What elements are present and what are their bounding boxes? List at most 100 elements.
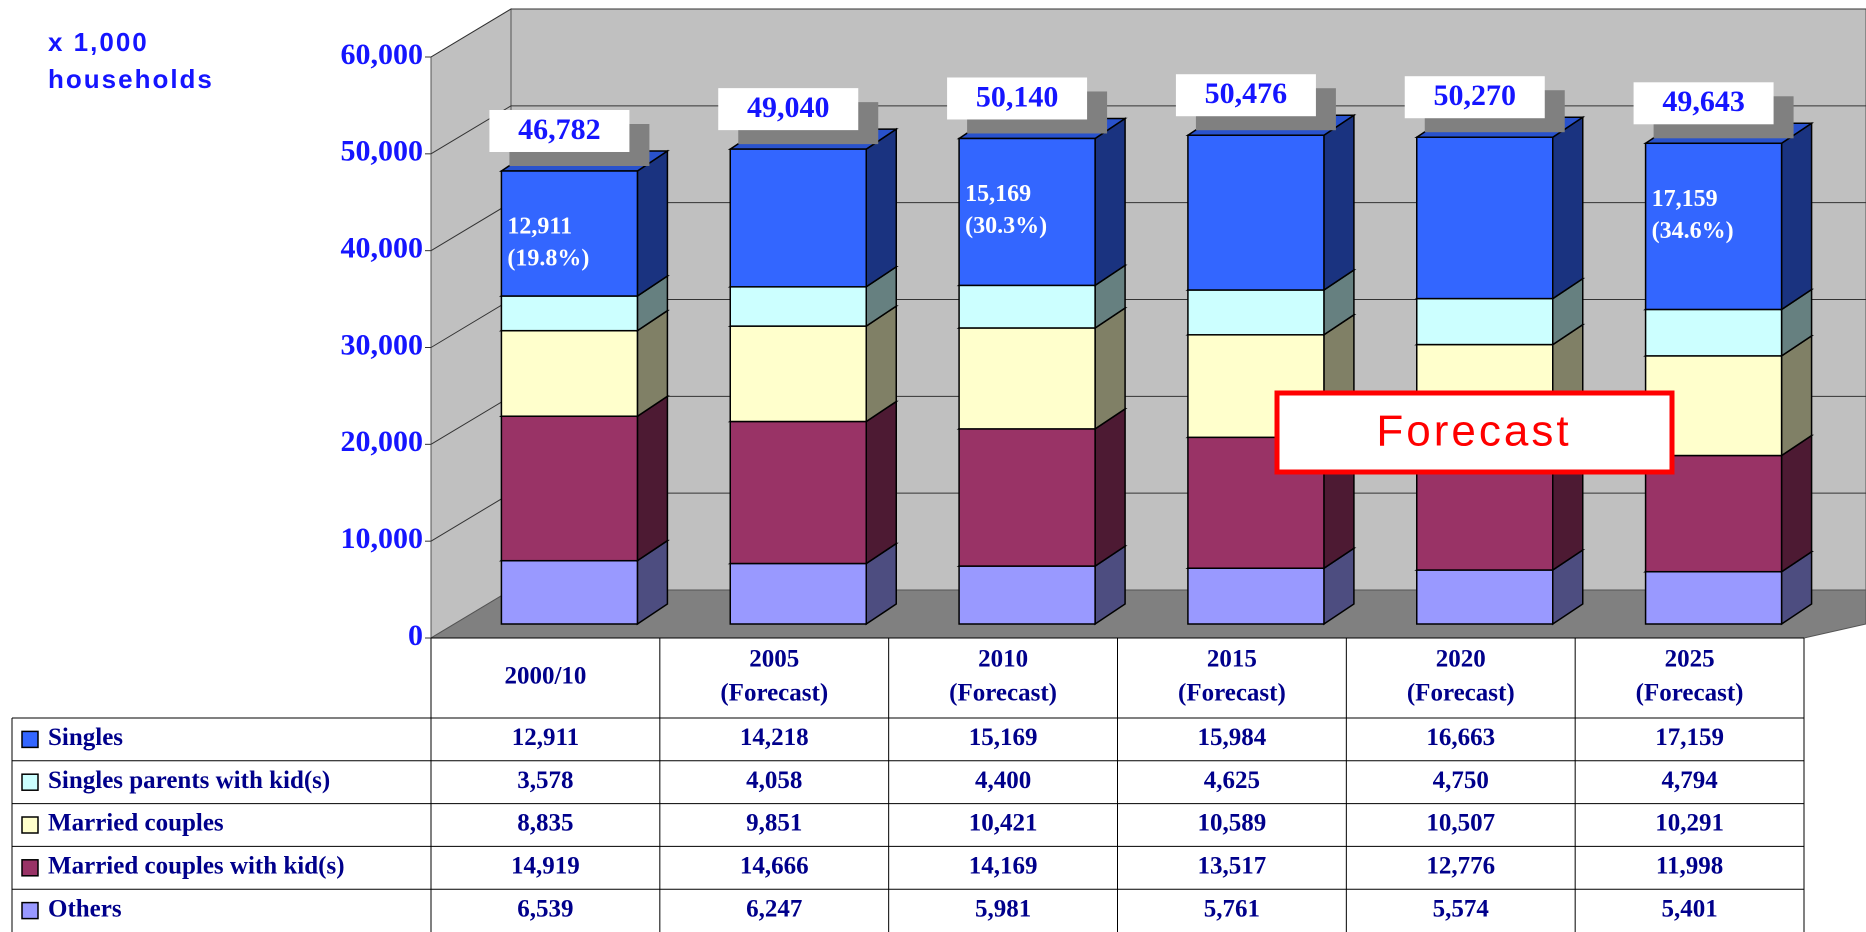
forecast-box [1274, 390, 1675, 475]
y-tick-label: 30,000 [341, 328, 424, 361]
table-value: 5,574 [1433, 895, 1490, 922]
bar [958, 428, 1096, 567]
table-value: 9,851 [746, 810, 802, 837]
bar [958, 565, 1096, 625]
bar [1187, 567, 1325, 625]
bar-annotation: (19.8%) [507, 245, 589, 271]
bar [1187, 289, 1325, 336]
table-value: 12,776 [1426, 853, 1495, 880]
bar [1416, 297, 1554, 346]
table-value: 3,578 [517, 767, 573, 794]
table-value: 4,400 [975, 767, 1031, 794]
table-value: 14,169 [969, 853, 1038, 880]
total-label: 50,476 [1205, 77, 1288, 110]
bar-side [1780, 121, 1813, 311]
table-value: 14,919 [511, 853, 580, 880]
bar [500, 295, 639, 332]
y-tick-label: 50,000 [341, 135, 424, 168]
x-tick-label: 2000/10 [504, 663, 586, 690]
legend-label: Others [48, 895, 122, 922]
bar [500, 415, 639, 562]
bar-side [636, 149, 669, 298]
bar [1644, 142, 1783, 311]
table-value: 5,761 [1204, 895, 1260, 922]
bar [1644, 570, 1783, 625]
table-value: 5,401 [1661, 895, 1717, 922]
y-tick-label: 0 [408, 619, 423, 652]
legend-label: Married couples with kid(s) [48, 853, 345, 880]
legend-swatch [21, 773, 39, 791]
total-label: 50,270 [1434, 79, 1517, 112]
table-value: 10,589 [1198, 810, 1267, 837]
legend-swatch [21, 859, 39, 877]
bar-side [1094, 306, 1126, 431]
table-value: 8,835 [517, 810, 573, 837]
unit-label: households [48, 64, 214, 94]
bar [958, 284, 1096, 329]
x-tick-label: 2025 [1665, 646, 1715, 673]
x-tick-label: 2020 [1436, 646, 1486, 673]
total-box [718, 88, 859, 131]
total-label: 46,782 [518, 113, 601, 146]
bar [958, 137, 1096, 287]
table-value: 10,507 [1426, 810, 1495, 837]
total-label: 50,140 [976, 80, 1059, 113]
y-tick-label: 60,000 [341, 38, 424, 71]
table-value: 4,625 [1204, 767, 1260, 794]
unit-label: x 1,000 [48, 27, 149, 57]
legend-label: Married couples [48, 810, 224, 837]
bar [958, 327, 1096, 430]
bar [729, 286, 867, 327]
legend-swatch [21, 816, 39, 834]
table-value: 5,981 [975, 895, 1031, 922]
y-tick-label: 40,000 [341, 232, 424, 265]
table-value: 6,539 [517, 895, 573, 922]
forecast-label: Forecast [1376, 407, 1571, 456]
bar [729, 325, 867, 423]
table-value: 14,218 [740, 724, 809, 751]
y-tick-label: 20,000 [341, 425, 424, 458]
bar [1644, 454, 1783, 573]
table-value: 4,058 [746, 767, 802, 794]
table-value: 15,984 [1198, 724, 1267, 751]
bar-side [1323, 113, 1355, 292]
x-tick-label: (Forecast) [1636, 680, 1744, 707]
grid-line [430, 8, 1866, 58]
total-box [1175, 74, 1316, 117]
x-tick-label: 2015 [1207, 646, 1257, 673]
bar-side [636, 394, 669, 563]
x-tick-label: (Forecast) [949, 680, 1057, 707]
bar [729, 562, 867, 625]
table-value: 14,666 [740, 853, 809, 880]
x-tick-label: 2005 [749, 646, 799, 673]
bar [1644, 308, 1783, 357]
bar [729, 420, 867, 565]
table-value: 17,159 [1655, 724, 1724, 751]
legend-label: Singles [48, 724, 123, 751]
total-box [1404, 76, 1545, 119]
total-box [489, 109, 630, 152]
total-label: 49,643 [1662, 85, 1745, 118]
total-box [947, 77, 1088, 120]
bar-side [1552, 115, 1584, 300]
bar-side [1094, 407, 1126, 568]
bar [500, 170, 639, 297]
table-value: 13,517 [1198, 853, 1267, 880]
table-value: 15,169 [969, 724, 1038, 751]
x-tick-label: (Forecast) [720, 680, 828, 707]
bar [1187, 134, 1325, 291]
x-tick-label: (Forecast) [1407, 680, 1515, 707]
bar-annotation: (34.6%) [1652, 218, 1734, 244]
bar-annotation: 15,169 [965, 181, 1031, 207]
x-tick-label: 2010 [978, 646, 1028, 673]
bar-side [1780, 334, 1813, 457]
x-tick-label: (Forecast) [1178, 680, 1286, 707]
table-value: 11,998 [1656, 853, 1723, 880]
bar [1416, 569, 1554, 625]
total-label: 49,040 [747, 91, 830, 124]
bar [1416, 136, 1554, 300]
bar-annotation: 12,911 [507, 213, 572, 239]
bar [500, 559, 639, 625]
bar-side [865, 127, 897, 289]
